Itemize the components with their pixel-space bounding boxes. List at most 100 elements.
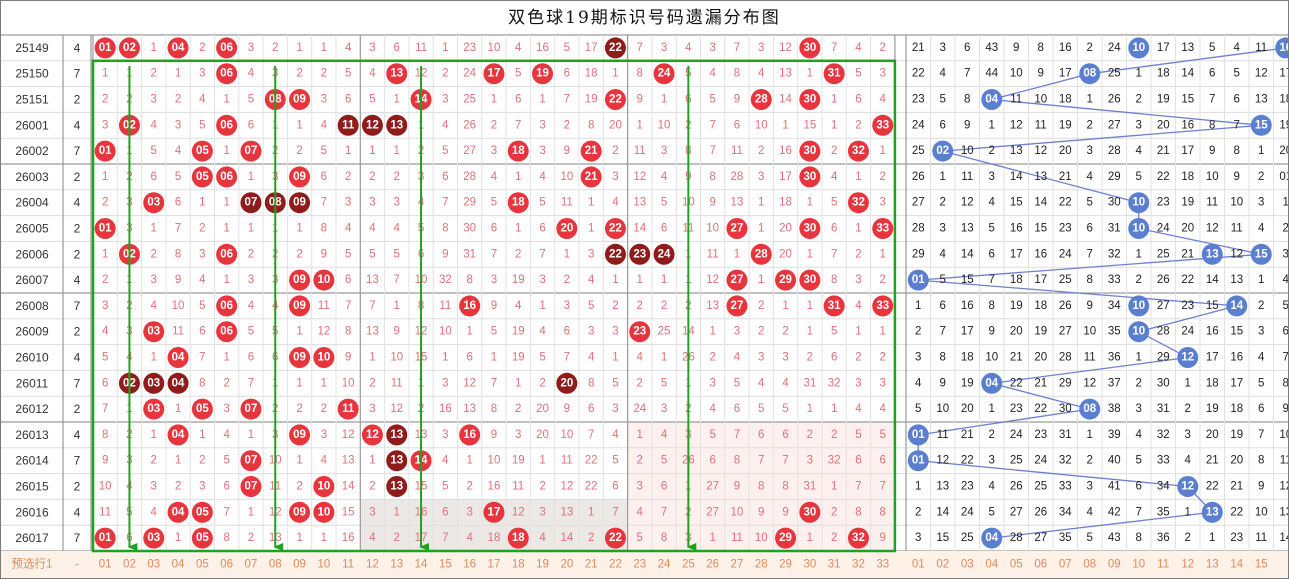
red-miss-value: 1 <box>442 352 448 364</box>
red-ball <box>191 140 213 162</box>
red-miss-value: 13 <box>706 300 719 312</box>
blue-miss-value: 11 <box>937 429 949 441</box>
red-miss-value: 2 <box>248 532 254 544</box>
red-miss-value: 4 <box>369 223 376 235</box>
red-miss-value: 12 <box>779 42 792 54</box>
red-miss-value: 1 <box>831 403 837 415</box>
footer-row <box>1 551 1288 578</box>
red-ball-number: 05 <box>196 403 209 415</box>
blue-miss-value: 2 <box>989 429 995 441</box>
red-ball-number: 06 <box>220 68 233 80</box>
issue-label: 26009 <box>15 325 49 339</box>
red-miss-value: 1 <box>807 532 813 544</box>
count-label: 2 <box>74 222 81 236</box>
red-miss-value: 1 <box>588 506 594 518</box>
red-miss-value: 2 <box>758 145 764 157</box>
issue-label: 26016 <box>15 505 49 519</box>
red-miss-value: 2 <box>782 326 788 338</box>
issue-label: 26002 <box>15 144 49 158</box>
blue-miss-value: 17 <box>1059 68 1072 80</box>
footer-red-label: 24 <box>658 559 671 571</box>
red-ball-number: 28 <box>755 94 768 106</box>
count-label: 7 <box>74 376 81 390</box>
red-ball <box>604 37 626 59</box>
red-miss-value: 9 <box>734 481 740 493</box>
red-miss-value: 10 <box>439 326 452 338</box>
blue-miss-value: 18 <box>1181 171 1194 183</box>
red-ball-number: 32 <box>852 532 865 544</box>
blue-miss-value: 5 <box>940 94 946 106</box>
blue-miss-value: 9 <box>1209 145 1215 157</box>
red-miss-value: 9 <box>564 403 570 415</box>
red-ball <box>799 89 821 110</box>
red-miss-value: 11 <box>634 145 646 157</box>
red-miss-value: 7 <box>491 248 497 260</box>
blue-miss-value: 26 <box>912 171 925 183</box>
blue-miss-value: 11 <box>1231 223 1243 235</box>
red-miss-value: 30 <box>463 223 476 235</box>
red-ball <box>337 114 359 136</box>
red-miss-value: 7 <box>637 42 643 54</box>
blue-ball-number: 15 <box>1255 248 1268 260</box>
blue-miss-value: 19 <box>1181 197 1194 209</box>
blue-miss-value: 26 <box>1010 481 1023 493</box>
red-ball <box>337 398 359 420</box>
red-miss-value: 6 <box>588 403 594 415</box>
red-miss-value: 7 <box>248 377 254 389</box>
red-miss-value: 5 <box>758 403 764 415</box>
red-miss-value: 6 <box>345 94 351 106</box>
count-label: 4 <box>74 351 81 365</box>
red-miss-value: 4 <box>637 352 644 364</box>
red-ball-number: 30 <box>803 94 816 106</box>
red-miss-value: 2 <box>831 429 837 441</box>
red-miss-value: 1 <box>369 352 375 364</box>
red-miss-value: 22 <box>585 481 598 493</box>
red-miss-value: 4 <box>637 506 644 518</box>
red-miss-value: 1 <box>637 274 643 286</box>
red-miss-value: 4 <box>466 532 473 544</box>
blue-miss-value: 27 <box>912 197 925 209</box>
blue-miss-value: 14 <box>961 248 974 260</box>
red-ball <box>313 347 335 368</box>
blue-miss-value: 7 <box>1234 119 1240 131</box>
blue-miss-value: 01 <box>1279 171 1288 183</box>
red-ball-number: 33 <box>876 119 889 131</box>
red-miss-value: 3 <box>564 300 570 312</box>
footer-red-label: 12 <box>366 559 379 571</box>
blue-miss-value: 21 <box>1181 248 1194 260</box>
red-miss-value: 1 <box>321 42 327 54</box>
red-miss-value: 12 <box>342 429 355 441</box>
red-miss-value: 1 <box>102 68 108 80</box>
blue-miss-value: 11 <box>1255 42 1267 54</box>
red-miss-value: 7 <box>855 481 861 493</box>
red-miss-value: 8 <box>831 274 837 286</box>
red-ball <box>483 63 505 85</box>
red-miss-value: 5 <box>855 68 861 80</box>
red-miss-value: 1 <box>151 352 157 364</box>
red-miss-value: 3 <box>807 455 813 467</box>
blue-miss-value: 7 <box>1283 352 1288 364</box>
red-miss-value: 2 <box>296 68 302 80</box>
issue-label: 26005 <box>15 222 49 236</box>
red-miss-value: 10 <box>488 42 501 54</box>
count-label: 7 <box>74 299 81 313</box>
red-miss-value: 4 <box>394 223 401 235</box>
footer-red-label: 22 <box>609 559 622 571</box>
red-miss-value: 11 <box>561 197 573 209</box>
red-ball <box>289 347 311 368</box>
blue-miss-value: 27 <box>1010 506 1023 518</box>
red-miss-value: 5 <box>199 119 205 131</box>
red-ball-number: 30 <box>803 42 816 54</box>
blue-miss-value: 7 <box>940 326 946 338</box>
red-miss-value: 24 <box>633 403 646 415</box>
blue-miss-value: 6 <box>1234 94 1240 106</box>
red-miss-value: 1 <box>539 455 545 467</box>
blue-miss-value: 3 <box>989 171 995 183</box>
red-miss-value: 2 <box>102 274 108 286</box>
blue-miss-value: 19 <box>1034 326 1047 338</box>
red-miss-value: 2 <box>175 481 181 493</box>
red-ball <box>216 295 238 317</box>
red-miss-value: 1 <box>855 171 861 183</box>
red-miss-value: 8 <box>321 223 327 235</box>
blue-miss-value: 10 <box>1230 197 1243 209</box>
